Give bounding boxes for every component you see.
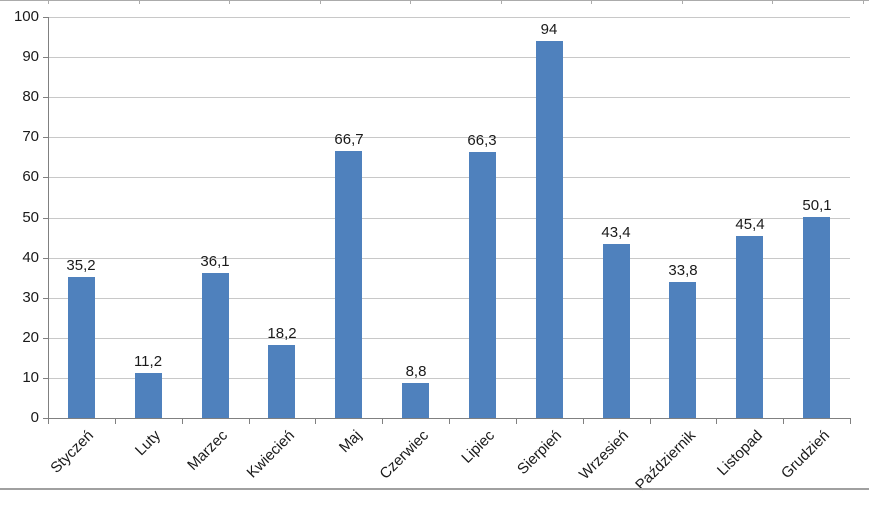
bar-pazdziernik bbox=[669, 282, 696, 418]
bar-value-label: 66,7 bbox=[334, 131, 364, 148]
x-axis-tick bbox=[449, 419, 450, 424]
bar-maj bbox=[335, 151, 362, 418]
y-axis-tick-label: 50 bbox=[22, 209, 39, 226]
y-axis-tick bbox=[43, 17, 48, 18]
spreadsheet-grid-top-line bbox=[0, 0, 869, 1]
x-axis-tick bbox=[182, 419, 183, 424]
bar-styczen bbox=[68, 277, 95, 418]
spreadsheet-column-tick bbox=[501, 0, 502, 4]
bar-value-label: 18,2 bbox=[267, 325, 297, 342]
bar-kwiecien bbox=[268, 345, 295, 418]
bar-value-label: 94 bbox=[540, 21, 558, 38]
spreadsheet-column-tick bbox=[591, 0, 592, 4]
bar-marzec bbox=[202, 273, 229, 418]
bar-sierpien bbox=[536, 41, 563, 418]
bar-listopad bbox=[736, 236, 763, 418]
bar-value-label: 11,2 bbox=[133, 353, 163, 370]
bar-value-label: 33,8 bbox=[668, 262, 698, 279]
gridline-40 bbox=[49, 258, 850, 259]
gridline-60 bbox=[49, 177, 850, 178]
gridline-100 bbox=[49, 17, 850, 18]
spreadsheet-column-tick bbox=[410, 0, 411, 4]
y-axis-tick bbox=[43, 258, 48, 259]
y-axis-tick bbox=[43, 218, 48, 219]
y-axis-tick bbox=[43, 338, 48, 339]
bar-lipiec bbox=[469, 152, 496, 418]
y-axis-tick-label: 60 bbox=[22, 168, 39, 185]
gridline-30 bbox=[49, 298, 850, 299]
spreadsheet-column-tick bbox=[320, 0, 321, 4]
y-axis-tick bbox=[43, 97, 48, 98]
bar-value-label: 8,8 bbox=[405, 363, 427, 380]
y-axis-tick bbox=[43, 378, 48, 379]
gridline-10 bbox=[49, 378, 850, 379]
bar-value-label: 50,1 bbox=[802, 197, 832, 214]
x-axis-tick bbox=[249, 419, 250, 424]
y-axis-tick-label: 20 bbox=[22, 329, 39, 346]
x-axis-tick bbox=[650, 419, 651, 424]
y-axis-tick-label: 100 bbox=[13, 8, 39, 25]
spreadsheet-column-tick bbox=[229, 0, 230, 4]
gridline-70 bbox=[49, 137, 850, 138]
chart-bottom-border bbox=[0, 488, 869, 490]
spreadsheet-column-tick bbox=[772, 0, 773, 4]
y-axis-tick-label: 0 bbox=[30, 409, 39, 426]
x-axis-tick bbox=[48, 419, 49, 424]
x-axis-tick bbox=[315, 419, 316, 424]
spreadsheet-column-tick bbox=[682, 0, 683, 4]
bar-value-label: 36,1 bbox=[200, 253, 230, 270]
y-axis-tick bbox=[43, 57, 48, 58]
gridline-50 bbox=[49, 218, 850, 219]
spreadsheet-column-tick bbox=[48, 0, 49, 4]
bar-luty bbox=[135, 373, 162, 418]
x-axis-tick bbox=[783, 419, 784, 424]
bar-value-label: 66,3 bbox=[467, 132, 497, 149]
bar-value-label: 45,4 bbox=[735, 216, 765, 233]
bar-wrzesien bbox=[603, 244, 630, 418]
y-axis-tick bbox=[43, 137, 48, 138]
bar-value-label: 35,2 bbox=[66, 257, 96, 274]
bar-grudzien bbox=[803, 217, 830, 418]
gridline-20 bbox=[49, 338, 850, 339]
gridline-90 bbox=[49, 57, 850, 58]
x-axis-tick bbox=[583, 419, 584, 424]
y-axis-tick-label: 80 bbox=[22, 88, 39, 105]
x-axis-tick bbox=[716, 419, 717, 424]
y-axis-tick bbox=[43, 298, 48, 299]
y-axis-tick-label: 30 bbox=[22, 289, 39, 306]
gridline-80 bbox=[49, 97, 850, 98]
bar-czerwiec bbox=[402, 383, 429, 418]
y-axis-tick bbox=[43, 418, 48, 419]
x-axis-line bbox=[48, 418, 851, 419]
y-axis-tick-label: 70 bbox=[22, 128, 39, 145]
spreadsheet-column-tick bbox=[863, 0, 864, 4]
y-axis-tick-label: 10 bbox=[22, 369, 39, 386]
y-axis-tick-label: 40 bbox=[22, 249, 39, 266]
y-axis-line bbox=[48, 17, 49, 419]
x-axis-tick bbox=[382, 419, 383, 424]
spreadsheet-column-tick bbox=[139, 0, 140, 4]
x-axis-tick bbox=[115, 419, 116, 424]
y-axis-tick bbox=[43, 177, 48, 178]
x-axis-tick bbox=[516, 419, 517, 424]
bar-value-label: 43,4 bbox=[601, 224, 631, 241]
x-axis-tick bbox=[850, 419, 851, 424]
y-axis-tick-label: 90 bbox=[22, 48, 39, 65]
